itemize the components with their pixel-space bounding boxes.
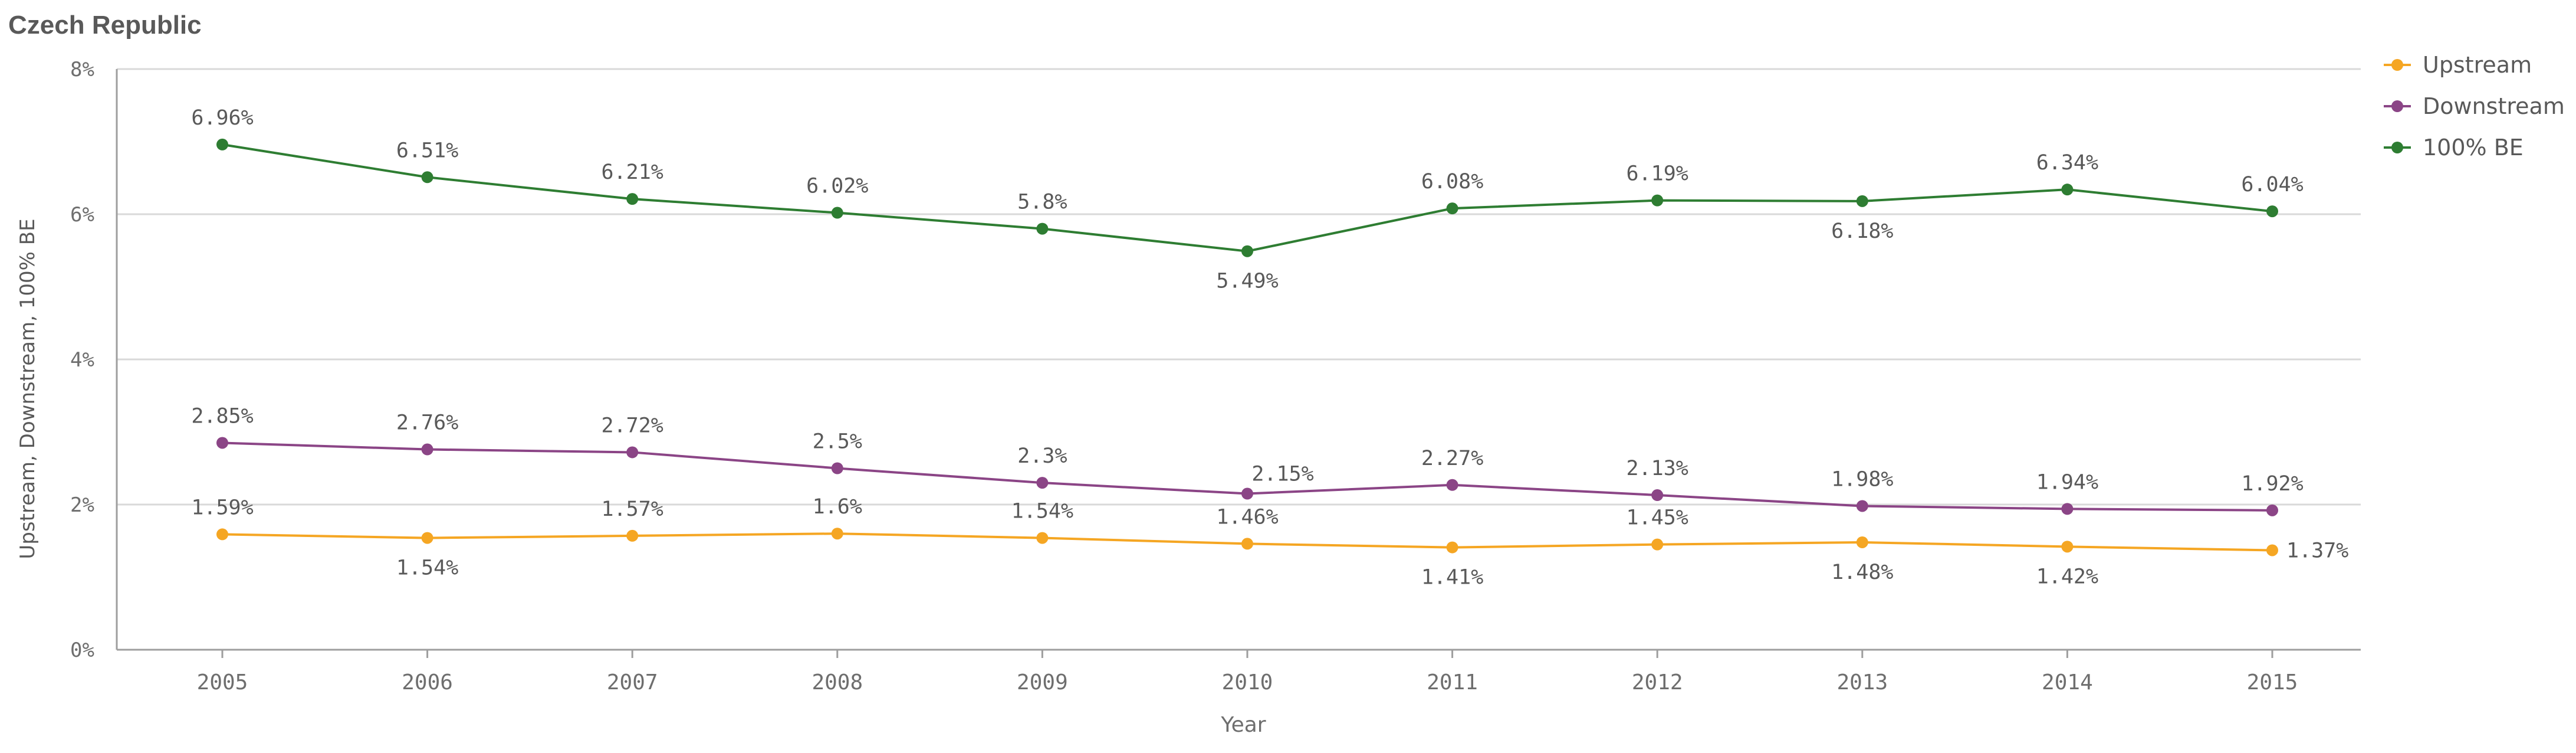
data-label: 2.76% (396, 411, 458, 435)
x-tick-label: 2012 (1632, 670, 1683, 695)
data-label: 6.18% (1831, 220, 1893, 243)
x-tick-label: 2008 (811, 670, 863, 695)
data-point (421, 532, 433, 544)
legend-label: 100% BE (2423, 135, 2524, 161)
data-point (216, 437, 228, 449)
y-tick-label: 2% (70, 493, 94, 517)
data-label: 6.02% (806, 175, 868, 198)
data-point (1651, 194, 1664, 207)
data-label: 1.46% (1216, 505, 1278, 529)
data-label: 6.04% (2241, 173, 2303, 197)
data-label: 1.94% (2036, 470, 2098, 494)
y-axis-title: Upstream, Downstream, 100% BE (16, 218, 40, 559)
data-point (626, 529, 639, 542)
data-point (421, 171, 433, 184)
data-label: 1.59% (191, 496, 253, 519)
data-label: 5.49% (1216, 270, 1278, 293)
data-point (216, 528, 228, 541)
data-point (831, 462, 843, 474)
data-label: 2.3% (1017, 444, 1067, 468)
data-point (1036, 222, 1049, 235)
data-label: 2.27% (1421, 447, 1483, 470)
data-point (1241, 538, 1253, 550)
chart-title: Czech Republic (8, 11, 202, 40)
y-tick-label: 0% (70, 639, 94, 662)
x-tick-label: 2011 (1427, 670, 1478, 695)
series-line-downstream (222, 441, 2273, 512)
y-tick-label: 8% (70, 58, 94, 81)
data-labels: 1.59% 1.54% 1.57% 1.6% 1.54% 1.46% 1.41% 1.45% 1… (191, 106, 2348, 590)
data-point (1651, 489, 1664, 502)
data-point (831, 528, 843, 540)
data-label: 5.8% (1017, 191, 1067, 214)
x-tick-label: 2005 (197, 670, 248, 695)
data-label: 1.41% (1421, 566, 1483, 590)
data-label: 2.5% (813, 430, 862, 454)
x-tick-label: 2014 (2042, 670, 2093, 695)
data-label: 1.92% (2241, 472, 2303, 496)
data-point (2061, 503, 2074, 515)
x-tick-label: 2007 (607, 670, 658, 695)
legend-swatch-dot (2391, 59, 2403, 71)
axes: 0% 2% 4% 6% 8% 2005 2006 2007 2008 2009 2010 2011 20… (16, 58, 2298, 737)
legend-label: Upstream (2423, 52, 2532, 78)
y-tick-label: 6% (70, 203, 94, 227)
legend-swatch-dot (2391, 142, 2403, 153)
data-point (1241, 487, 1253, 500)
legend-swatch-dot (2391, 100, 2403, 112)
data-point (1856, 536, 1868, 548)
data-point (626, 446, 639, 459)
data-label: 1.98% (1831, 467, 1893, 491)
series-line-100-be (222, 143, 2273, 253)
y-tick-label: 4% (70, 348, 94, 372)
data-point (2266, 205, 2278, 218)
data-label: 6.21% (602, 161, 663, 184)
data-point (1036, 532, 1049, 544)
x-tick-label: 2013 (1836, 670, 1888, 695)
data-label: 1.54% (1011, 500, 1073, 523)
x-tick-label: 2006 (402, 670, 453, 695)
data-point (1446, 541, 1458, 554)
data-point (1651, 538, 1664, 551)
data-label: 6.19% (1627, 162, 1688, 186)
data-label: 6.96% (191, 106, 253, 130)
data-point (831, 207, 843, 219)
data-point (216, 138, 228, 150)
data-label: 1.45% (1627, 506, 1688, 530)
data-label: 6.34% (2036, 151, 2098, 175)
data-point (1446, 202, 1458, 215)
data-point (421, 443, 433, 456)
data-label: 2.72% (602, 414, 663, 437)
data-label: 1.6% (813, 495, 862, 519)
data-point (1036, 477, 1049, 489)
data-point (2266, 544, 2278, 556)
legend: Upstream Downstream 100% BE (2384, 52, 2565, 161)
x-tick-label: 2010 (1222, 670, 1273, 695)
data-point (626, 193, 639, 205)
data-point (1856, 195, 1868, 207)
data-label: 6.51% (396, 139, 458, 162)
data-point (2061, 541, 2074, 553)
data-label: 1.37% (2286, 539, 2348, 562)
series (216, 138, 2278, 556)
legend-label: Downstream (2423, 93, 2565, 119)
data-point (1241, 245, 1253, 257)
data-point (1446, 479, 1458, 491)
x-tick-label: 2009 (1017, 670, 1068, 695)
data-point (1856, 500, 1868, 512)
data-point (2266, 504, 2278, 516)
data-label: 1.48% (1831, 561, 1893, 584)
gridlines (117, 68, 2361, 651)
data-label: 2.85% (191, 404, 253, 428)
data-label: 1.57% (602, 497, 663, 521)
data-point (2061, 184, 2074, 196)
data-label: 2.15% (1251, 463, 1313, 486)
x-tick-label: 2015 (2247, 670, 2298, 695)
x-axis-title: Year (1220, 713, 1266, 737)
data-label: 2.13% (1627, 457, 1688, 480)
data-label: 6.08% (1421, 170, 1483, 194)
data-label: 1.54% (396, 556, 458, 580)
data-label: 1.42% (2036, 565, 2098, 588)
